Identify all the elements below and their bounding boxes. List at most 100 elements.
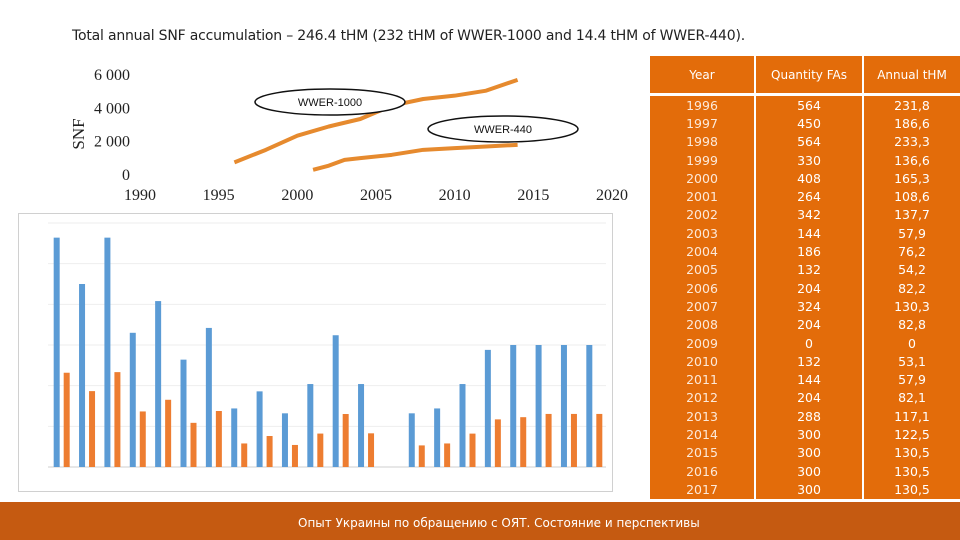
table-row: 2015 300 130,5 <box>650 443 960 462</box>
line-chart-annotations: WWER-1000 WWER-440 <box>254 88 579 143</box>
table-cell: 1998 <box>650 132 756 151</box>
table-cell: 2014 <box>650 425 756 444</box>
bar-thm-2015 <box>545 413 552 467</box>
table-cell: 186,6 <box>863 114 960 133</box>
table-row: 2002 342 137,7 <box>650 205 960 225</box>
table-cell: 130,5 <box>863 461 960 481</box>
table-row: 2009 0 0 <box>650 333 960 353</box>
table-cell: 108,6 <box>863 187 960 206</box>
x-tick-label: 2010 <box>439 187 471 204</box>
table-cell: 117,1 <box>863 407 960 426</box>
table-cell: 300 <box>755 461 864 481</box>
series-line-wwer-440 <box>312 142 518 172</box>
table-cell: 165,3 <box>863 169 960 188</box>
table-cell: 264 <box>755 187 864 206</box>
y-tick-label: 2 000 <box>94 134 130 151</box>
table-row: 2011 144 57,9 <box>650 370 960 389</box>
table-cell: 130,3 <box>863 297 960 316</box>
table-cell: 2006 <box>650 278 756 298</box>
table-cell: 2008 <box>650 315 756 334</box>
table-cell: 288 <box>755 407 864 426</box>
table-cell: 204 <box>755 388 864 408</box>
table-cell: 1999 <box>650 150 756 170</box>
table-cell: 144 <box>755 370 864 389</box>
table-cell: 2007 <box>650 297 756 316</box>
bar-quantity-2010 <box>408 413 415 467</box>
table-cell: 82,2 <box>863 278 960 298</box>
y-tick-label: 0 <box>122 167 130 184</box>
x-tick-label: 2020 <box>596 187 628 204</box>
table-cell: 132 <box>755 260 864 279</box>
footer-text: Опыт Украины по обращению с ОЯТ. Состоян… <box>298 516 700 530</box>
table-cell: 330 <box>755 150 864 170</box>
table-cell: 2002 <box>650 205 756 225</box>
table-cell: 2012 <box>650 388 756 408</box>
table-cell: 82,1 <box>863 388 960 408</box>
x-tick-label: 2000 <box>281 187 313 204</box>
bar-thm-2003 <box>241 443 248 467</box>
table-cell: 57,9 <box>863 224 960 243</box>
table-cell: 82,8 <box>863 315 960 334</box>
bar-quantity-2013 <box>484 349 491 467</box>
bar-thm-2016 <box>570 413 577 467</box>
table-cell: 57,9 <box>863 370 960 389</box>
table-row: 2013 288 117,1 <box>650 407 960 426</box>
table-cell: 300 <box>755 425 864 444</box>
y-axis-label: SNF <box>69 118 88 149</box>
table-cell: 0 <box>755 333 864 353</box>
table-cell: 408 <box>755 169 864 188</box>
bar-quantity-2008 <box>358 384 365 467</box>
bar-quantity-2012 <box>459 384 466 467</box>
table-cell: 564 <box>755 132 864 151</box>
table-row: 2010 132 53,1 <box>650 352 960 371</box>
table-header-cell: Year <box>650 56 756 96</box>
table-cell: 54,2 <box>863 260 960 279</box>
table-cell: 300 <box>755 443 864 462</box>
bar-quantity-2017 <box>586 345 593 467</box>
table-row: 2001 264 108,6 <box>650 187 960 206</box>
table-cell: 144 <box>755 224 864 243</box>
table-cell: 2001 <box>650 187 756 206</box>
slide-title: Total annual SNF accumulation – 246.4 tH… <box>72 28 745 44</box>
table-cell: 2000 <box>650 169 756 188</box>
table-row: 2017 300 130,5 <box>650 480 960 499</box>
data-table: Year Quantity FAs Annual tHM 1996 564 231,8 1… <box>650 56 960 499</box>
bar-quantity-2007 <box>332 335 339 467</box>
bar-thm-2000 <box>165 399 172 467</box>
table-row: 2008 204 82,8 <box>650 315 960 334</box>
table-row: 2005 132 54,2 <box>650 260 960 279</box>
bar-quantity-2015 <box>535 345 542 467</box>
bar-thm-2017 <box>596 413 603 467</box>
bar-thm-2014 <box>520 417 527 467</box>
table-cell: 342 <box>755 205 864 225</box>
table-cell: 186 <box>755 242 864 261</box>
bar-thm-2005 <box>291 444 298 467</box>
bar-quantity-2004 <box>256 391 263 467</box>
annotation-ellipse <box>254 88 406 116</box>
bar-thm-2006 <box>317 433 324 467</box>
table-row: 1999 330 136,6 <box>650 150 960 170</box>
bar-quantity-2001 <box>180 359 187 467</box>
bar-thm-1996 <box>63 372 70 467</box>
x-tick-label: 2005 <box>360 187 392 204</box>
bar-quantity-1999 <box>129 332 136 467</box>
data-table-wrap: Year Quantity FAs Annual tHM 1996 564 231,8 1… <box>650 56 960 499</box>
bar-quantity-2006 <box>307 384 314 467</box>
table-cell: 2013 <box>650 407 756 426</box>
table-cell: 2005 <box>650 260 756 279</box>
table-row: 2006 204 82,2 <box>650 278 960 298</box>
table-cell: 2015 <box>650 443 756 462</box>
table-cell: 324 <box>755 297 864 316</box>
table-header-cell: Annual tHM <box>863 56 960 96</box>
table-row: 2012 204 82,1 <box>650 388 960 408</box>
bar-quantity-1998 <box>104 237 111 467</box>
table-row: 1997 450 186,6 <box>650 114 960 133</box>
bar-thm-2004 <box>266 436 273 467</box>
table-row: 2016 300 130,5 <box>650 461 960 481</box>
bar-quantity-2014 <box>510 345 517 467</box>
table-body: 1996 564 231,8 1997 450 186,6 1998 564 233,3 1999… <box>650 94 960 499</box>
bar-thm-2013 <box>494 419 501 467</box>
table-cell: 231,8 <box>863 94 960 115</box>
table-cell: 2009 <box>650 333 756 353</box>
table-cell: 300 <box>755 480 864 499</box>
